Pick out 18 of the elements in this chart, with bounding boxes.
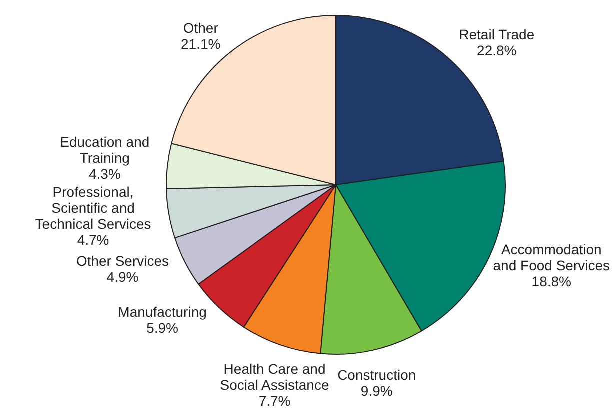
data-label: 7.7% bbox=[258, 393, 291, 410]
data-label: 4.3% bbox=[88, 166, 121, 182]
slice-label: Education and Training bbox=[60, 134, 150, 166]
slice-label: Professional, Scientific and Technical Services bbox=[35, 184, 152, 232]
data-label: 22.8% bbox=[477, 42, 517, 58]
slice-label: Accommodation and Food Services bbox=[493, 241, 610, 274]
slice-label: Retail Trade bbox=[459, 26, 535, 42]
slice-label: Manufacturing bbox=[118, 304, 207, 320]
data-label: 4.7% bbox=[77, 232, 110, 248]
slice-label: Other Services bbox=[76, 253, 170, 270]
data-label: 21.1% bbox=[181, 36, 221, 52]
data-label: 9.9% bbox=[360, 382, 393, 399]
data-label: 4.9% bbox=[106, 269, 139, 286]
data-label: 18.8% bbox=[532, 273, 572, 290]
slice-label: Other bbox=[183, 20, 219, 36]
data-label: 5.9% bbox=[146, 320, 178, 336]
slice-label: Construction bbox=[338, 366, 416, 383]
slice-label: Health Care and Social Assistance bbox=[220, 361, 330, 394]
